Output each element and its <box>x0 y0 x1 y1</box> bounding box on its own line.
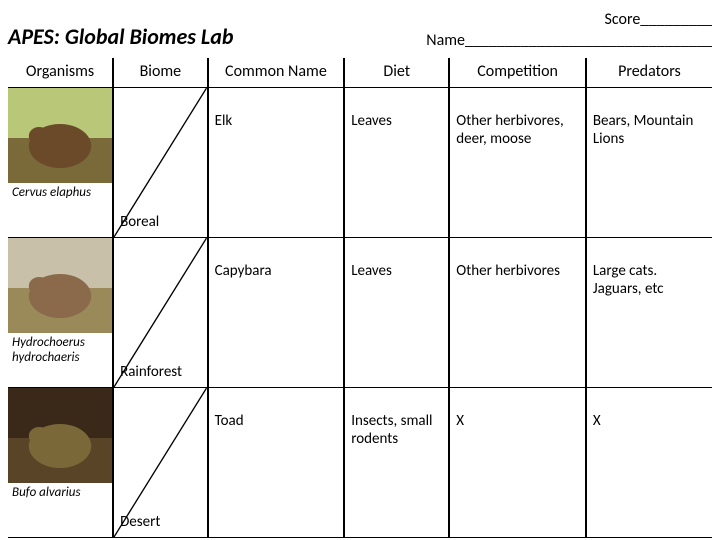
page-title: APES: Global Biomes Lab <box>8 23 233 50</box>
biome-cell: Rainforest <box>113 238 208 388</box>
col-competition: Competition <box>449 58 586 88</box>
biome-cell: Boreal <box>113 88 208 238</box>
diet: Leaves <box>344 238 449 388</box>
table-row: Cervus elaphus Boreal ElkLeavesOther herbi… <box>8 88 712 238</box>
scientific-name: Hydrochoerus hydrochaeris <box>8 333 112 367</box>
biome-cell: Desert <box>113 388 208 538</box>
common-name: Toad <box>208 388 345 538</box>
organism-image <box>8 238 112 333</box>
organism-cell: Cervus elaphus <box>8 88 113 238</box>
diet: Insects, small rodents <box>344 388 449 538</box>
common-name: Elk <box>208 88 345 238</box>
name-field: Name_______________________________ <box>426 31 712 50</box>
organism-image <box>8 88 112 183</box>
predators: Bears, Mountain Lions <box>586 88 712 238</box>
predators: Large cats. Jaguars, etc <box>586 238 712 388</box>
scientific-name: Bufo alvarius <box>8 483 112 502</box>
col-common: Common Name <box>208 58 345 88</box>
col-biome: Biome <box>113 58 208 88</box>
competition: Other herbivores <box>449 238 586 388</box>
common-name: Capybara <box>208 238 345 388</box>
organism-cell: Hydrochoerus hydrochaeris <box>8 238 113 388</box>
organism-cell: Bufo alvarius <box>8 388 113 538</box>
biome-label: Desert <box>120 513 160 531</box>
score-field: Score_________ <box>426 10 712 29</box>
table-row: Bufo alvarius Desert ToadInsects, small ro… <box>8 388 712 538</box>
competition: X <box>449 388 586 538</box>
biomes-table: Organisms Biome Common Name Diet Competi… <box>8 58 712 538</box>
table-row: Hydrochoerus hydrochaeris Rainforest Capyb… <box>8 238 712 388</box>
competition: Other herbivores, deer, moose <box>449 88 586 238</box>
col-organisms: Organisms <box>8 58 113 88</box>
biome-label: Rainforest <box>120 363 182 381</box>
col-diet: Diet <box>344 58 449 88</box>
predators: X <box>586 388 712 538</box>
col-predators: Predators <box>586 58 712 88</box>
biome-label: Boreal <box>120 213 159 231</box>
scientific-name: Cervus elaphus <box>8 183 112 202</box>
organism-image <box>8 388 112 483</box>
diet: Leaves <box>344 88 449 238</box>
